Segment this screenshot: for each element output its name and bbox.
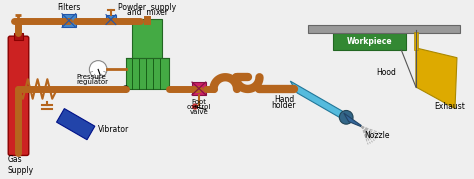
Text: Hood: Hood bbox=[377, 68, 397, 77]
Text: Vibrator: Vibrator bbox=[98, 125, 129, 134]
Bar bbox=[333, 33, 406, 50]
Circle shape bbox=[90, 61, 107, 78]
Text: valve: valve bbox=[190, 108, 208, 115]
Bar bbox=[414, 32, 418, 50]
FancyBboxPatch shape bbox=[8, 36, 29, 155]
Bar bbox=[132, 19, 162, 60]
Text: Foot: Foot bbox=[191, 99, 206, 105]
Bar bbox=[192, 82, 206, 95]
Text: Gas
Supply: Gas Supply bbox=[7, 155, 33, 175]
Text: control: control bbox=[187, 104, 211, 110]
Text: Pressure: Pressure bbox=[77, 74, 107, 80]
Text: Hand: Hand bbox=[274, 95, 294, 104]
Bar bbox=[14, 33, 23, 40]
Circle shape bbox=[339, 110, 353, 124]
Bar bbox=[309, 25, 460, 33]
Text: Powder  supply: Powder supply bbox=[118, 3, 176, 12]
Text: holder: holder bbox=[272, 101, 296, 110]
Polygon shape bbox=[416, 48, 457, 108]
Bar bbox=[62, 14, 76, 27]
Bar bbox=[106, 15, 116, 25]
Polygon shape bbox=[344, 113, 362, 127]
Text: regulator: regulator bbox=[77, 79, 109, 85]
Text: Filters: Filters bbox=[57, 3, 81, 12]
Polygon shape bbox=[290, 81, 350, 123]
Text: Nozzle: Nozzle bbox=[365, 131, 390, 140]
Polygon shape bbox=[56, 109, 95, 140]
Circle shape bbox=[123, 86, 128, 92]
Text: and  mixer: and mixer bbox=[127, 8, 167, 17]
Bar bbox=[126, 58, 169, 89]
Circle shape bbox=[192, 104, 197, 109]
Text: Workpiece: Workpiece bbox=[346, 37, 392, 46]
Text: Exhaust: Exhaust bbox=[435, 102, 465, 112]
